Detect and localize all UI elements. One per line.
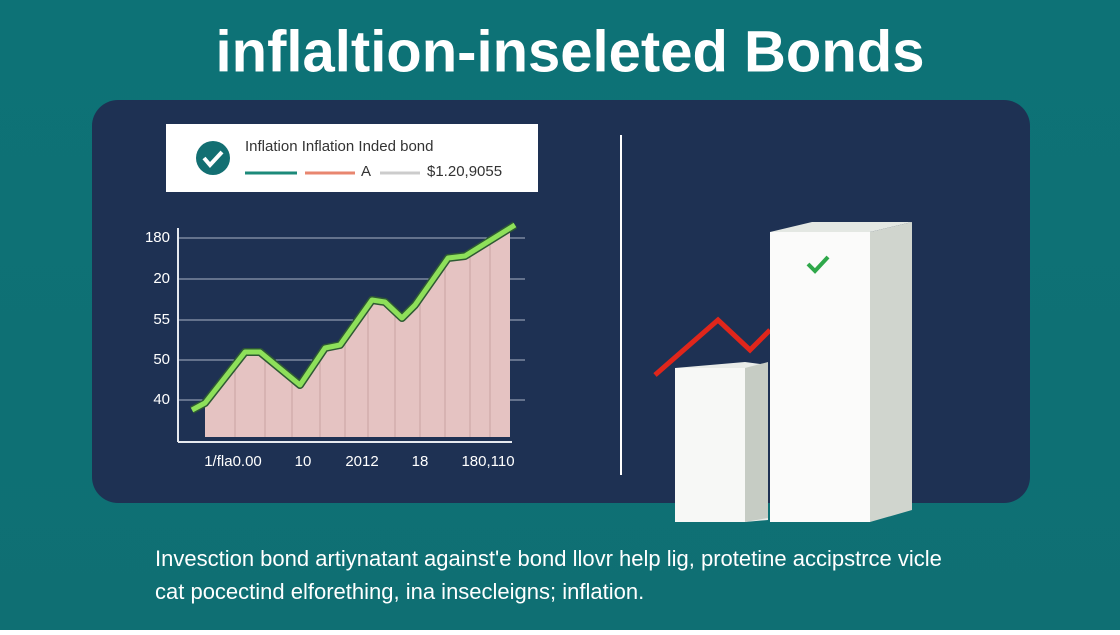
caption-line: cat pocectind elforething, ina insecleig… xyxy=(155,579,644,604)
tall-box-front xyxy=(770,232,870,522)
y-label: 40 xyxy=(153,391,170,408)
check-badge xyxy=(196,141,230,175)
y-label: 55 xyxy=(153,311,170,328)
area-stripes xyxy=(234,244,491,437)
small-box-front xyxy=(675,368,745,522)
small-box-side xyxy=(745,362,768,522)
title: inflaltion-inseleted Bonds xyxy=(216,19,925,84)
y-label: 20 xyxy=(153,270,170,287)
legend-label: Inflation Inflation Inded bond xyxy=(245,138,433,155)
tall-box-side xyxy=(870,222,912,522)
x-label: 10 xyxy=(295,453,312,470)
check-icon xyxy=(806,255,830,274)
y-label: 50 xyxy=(153,351,170,368)
tall-box-top xyxy=(770,222,912,232)
x-labels: 1/fla0.00 10 2012 18 180,110 xyxy=(204,453,514,470)
check-icon xyxy=(202,150,224,169)
x-label: 1/fla0.00 xyxy=(204,453,262,470)
y-label: 180 xyxy=(145,229,170,246)
legend-marker: A xyxy=(361,163,371,180)
x-label: 2012 xyxy=(345,453,378,470)
legend-value: $1.20,9055 xyxy=(427,163,502,180)
red-line xyxy=(653,316,772,377)
y-labels: 180 20 55 50 40 xyxy=(145,229,170,408)
x-label: 18 xyxy=(412,453,429,470)
trend-line xyxy=(190,222,517,413)
caption-line: Invesction bond artiynatant against'e bo… xyxy=(155,546,942,571)
x-label: 180,110 xyxy=(461,453,514,470)
